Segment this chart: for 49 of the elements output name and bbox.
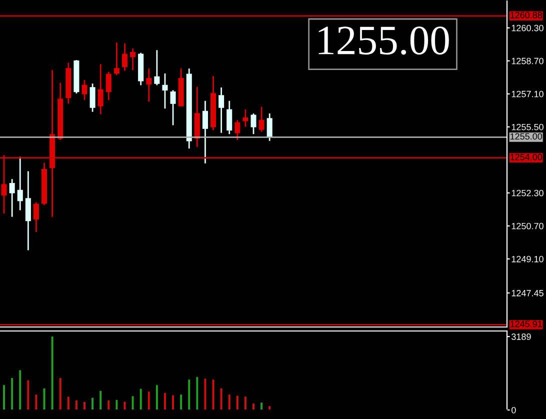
bar [35, 394, 38, 410]
bar [140, 388, 142, 410]
y-tick-label: 1260.30 [512, 24, 544, 32]
ref-line-label: 1260.88 [510, 12, 542, 18]
bar [11, 378, 14, 410]
bar [188, 380, 190, 410]
y-tick-label: 1255.50 [512, 124, 544, 130]
bar [43, 388, 46, 410]
candlestick [82, 79, 88, 101]
bar [67, 396, 70, 410]
bar [148, 392, 150, 410]
y-tick-label: 1252.30 [512, 190, 544, 196]
bar [3, 385, 6, 410]
bar [100, 390, 102, 410]
bar [260, 402, 263, 410]
bar [196, 377, 198, 410]
bar [75, 400, 78, 410]
ref-line-label: 1245.91 [510, 320, 542, 328]
bar [108, 400, 110, 410]
bar [244, 396, 246, 410]
bar [124, 402, 126, 410]
y-tick-label: 1247.45 [512, 290, 544, 296]
bar [172, 395, 174, 410]
bar [51, 336, 54, 410]
y-tick-label: 1250.70 [512, 222, 544, 230]
y-tick-label: 1249.10 [512, 256, 544, 262]
bar [204, 378, 206, 410]
bar [252, 404, 255, 410]
y-tick-label: 0 [512, 406, 516, 414]
bar [92, 398, 94, 410]
bar [212, 380, 214, 410]
bar [228, 394, 230, 410]
bar [180, 394, 182, 410]
bar [83, 402, 86, 410]
y-tick-label: 1257.10 [512, 90, 544, 98]
y-tick-label: 3189 [512, 334, 531, 340]
bar [59, 378, 62, 410]
ref-line-label: 1255.00 [510, 133, 542, 140]
y-tick-label: 1258.70 [512, 58, 544, 64]
bar [220, 388, 222, 410]
bar [156, 385, 158, 410]
bar [116, 400, 118, 410]
bar [164, 392, 166, 410]
annotation: 1255.00 [318, 26, 449, 55]
bar [236, 396, 238, 410]
bar [19, 370, 22, 410]
bar [27, 380, 30, 410]
ref-line-label: 1254.00 [510, 154, 542, 160]
bar [132, 396, 134, 410]
